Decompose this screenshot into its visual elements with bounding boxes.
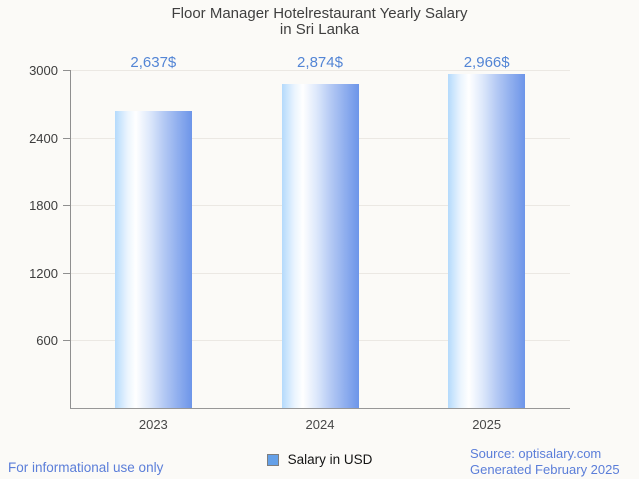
legend: Salary in USD: [0, 452, 639, 467]
y-tick-mark-1200: [63, 272, 70, 274]
plot-area: [70, 70, 570, 408]
y-axis-label-600: 600: [36, 333, 58, 349]
y-axis-label-2400: 2400: [29, 130, 58, 146]
legend-marker-swatch: [266, 453, 279, 466]
y-tick-mark-1800: [63, 205, 70, 207]
value-label-2023: 2,637$: [130, 54, 177, 71]
bar-2024[interactable]: [281, 84, 359, 408]
y-axis-line: [70, 70, 71, 408]
y-axis-label-1800: 1800: [29, 198, 58, 214]
source-block: Source: optisalary.com Generated Februar…: [470, 446, 620, 478]
y-tick-mark-600: [63, 340, 70, 342]
bar-2025[interactable]: [448, 73, 526, 408]
y-axis-label-3000: 3000: [29, 63, 58, 78]
gridline-3000: [70, 70, 570, 71]
chart-title-line2: in Sri Lanka: [279, 21, 360, 38]
bar-2023[interactable]: [114, 110, 192, 408]
x-axis-line: [70, 408, 570, 409]
disclaimer-text: For informational use only: [8, 460, 164, 475]
value-label-2025: 2,966$: [463, 54, 510, 71]
legend-label: Salary in USD: [287, 452, 373, 467]
y-tick-mark-2400: [63, 137, 70, 139]
generated-text: Generated February 2025: [470, 462, 620, 477]
y-axis-label-1200: 1200: [29, 265, 58, 281]
value-label-2024: 2,874$: [297, 54, 343, 71]
chart-title: Floor Manager Hotelrestaurant Yearly Sal…: [0, 6, 639, 38]
source-text: Source: optisalary.com: [470, 446, 602, 461]
x-axis-label-2025: 2025: [472, 417, 502, 432]
x-axis-label-2024: 2024: [305, 417, 335, 432]
x-axis-label-2023: 2023: [138, 417, 168, 432]
y-tick-mark-3000: [63, 70, 70, 71]
chart-title-line1: Floor Manager Hotelrestaurant Yearly Sal…: [171, 5, 468, 22]
